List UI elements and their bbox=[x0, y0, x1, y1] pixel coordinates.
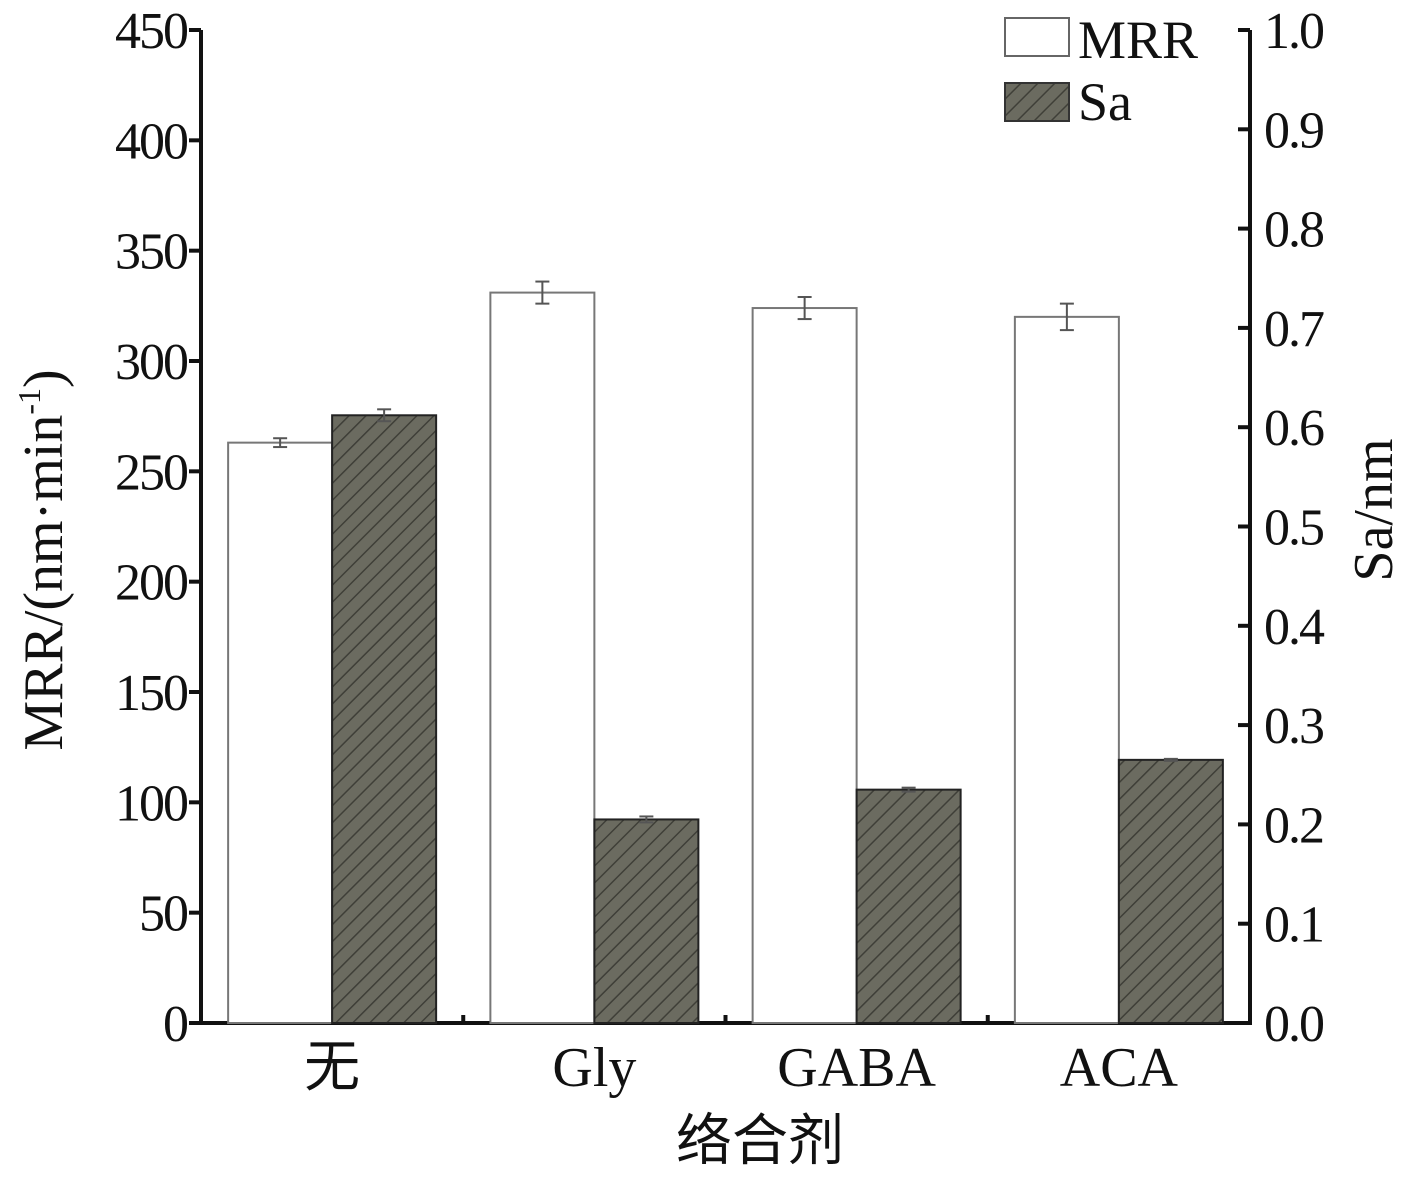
legend-swatch-mrr bbox=[1004, 17, 1070, 57]
x-axis-title: 络合剂 bbox=[676, 1111, 844, 1173]
right-tick-label: 0.2 bbox=[1264, 797, 1323, 854]
left-tick-label: 250 bbox=[115, 444, 188, 501]
right-tick-label: 0.3 bbox=[1264, 698, 1323, 755]
bar-sa bbox=[331, 414, 438, 1024]
right-tick-label: 0.5 bbox=[1264, 500, 1323, 557]
bar-mrr bbox=[227, 441, 334, 1024]
bar-mrr bbox=[751, 307, 858, 1025]
x-tick-label: 无 bbox=[304, 1037, 360, 1099]
right-tick-label: 0.8 bbox=[1264, 202, 1324, 259]
bar-mrr bbox=[1013, 315, 1120, 1025]
bar-mrr bbox=[489, 291, 596, 1024]
right-tick-label: 1.0 bbox=[1264, 3, 1324, 60]
left-tick-label: 0 bbox=[163, 996, 188, 1053]
legend: MRR Sa bbox=[1004, 10, 1198, 132]
right-tick-label: 0.0 bbox=[1264, 996, 1324, 1053]
bar-sa bbox=[593, 818, 700, 1024]
right-tick-label: 0.6 bbox=[1264, 400, 1324, 457]
legend-label-sa: Sa bbox=[1078, 72, 1132, 132]
errorbar-mrr bbox=[1059, 302, 1074, 332]
errorbar-mrr bbox=[797, 296, 812, 321]
left-tick-label: 450 bbox=[115, 3, 188, 60]
errorbar-sa bbox=[377, 408, 392, 423]
errorbar-sa bbox=[901, 786, 916, 793]
bars bbox=[227, 280, 1224, 1025]
legend-label-mrr: MRR bbox=[1078, 10, 1198, 70]
right-axis-title: Sa/nm bbox=[1343, 438, 1405, 581]
left-axis-title: MRR/(nm·min-1) bbox=[11, 369, 75, 750]
left-tick-label: 300 bbox=[115, 334, 188, 391]
errorbar-sa bbox=[639, 815, 654, 824]
right-tick-label: 0.4 bbox=[1264, 599, 1325, 656]
right-tick-label: 0.1 bbox=[1264, 897, 1323, 954]
left-tick-label: 100 bbox=[115, 775, 188, 832]
left-tick-label: 150 bbox=[115, 665, 188, 722]
right-axis-ticks: 0.0 0.1 0.2 0.3 0.4 0.5 0.6 0.7 0.8 0.9 1.0 bbox=[1238, 3, 1327, 1053]
left-tick-label: 50 bbox=[139, 886, 188, 943]
errorbar-sa bbox=[1163, 757, 1178, 762]
errorbar-mrr bbox=[535, 280, 550, 305]
right-tick-label: 0.9 bbox=[1264, 102, 1323, 159]
x-tick-label: Gly bbox=[552, 1037, 636, 1099]
bar-sa bbox=[855, 788, 962, 1025]
x-tick-label: GABA bbox=[777, 1037, 936, 1099]
x-tick-label: ACA bbox=[1060, 1037, 1179, 1099]
bar-sa bbox=[1117, 758, 1224, 1024]
x-axis-ticks: 无 Gly GABA ACA bbox=[304, 1015, 1179, 1099]
left-tick-label: 400 bbox=[115, 113, 188, 170]
errorbar-mrr bbox=[273, 437, 288, 449]
legend-swatch-sa bbox=[1004, 82, 1070, 122]
left-tick-label: 350 bbox=[115, 224, 188, 281]
left-tick-label: 200 bbox=[115, 555, 188, 612]
right-tick-label: 0.7 bbox=[1264, 301, 1324, 358]
left-axis-ticks: 0 50 100 150 200 250 300 350 400 450 bbox=[115, 3, 201, 1053]
